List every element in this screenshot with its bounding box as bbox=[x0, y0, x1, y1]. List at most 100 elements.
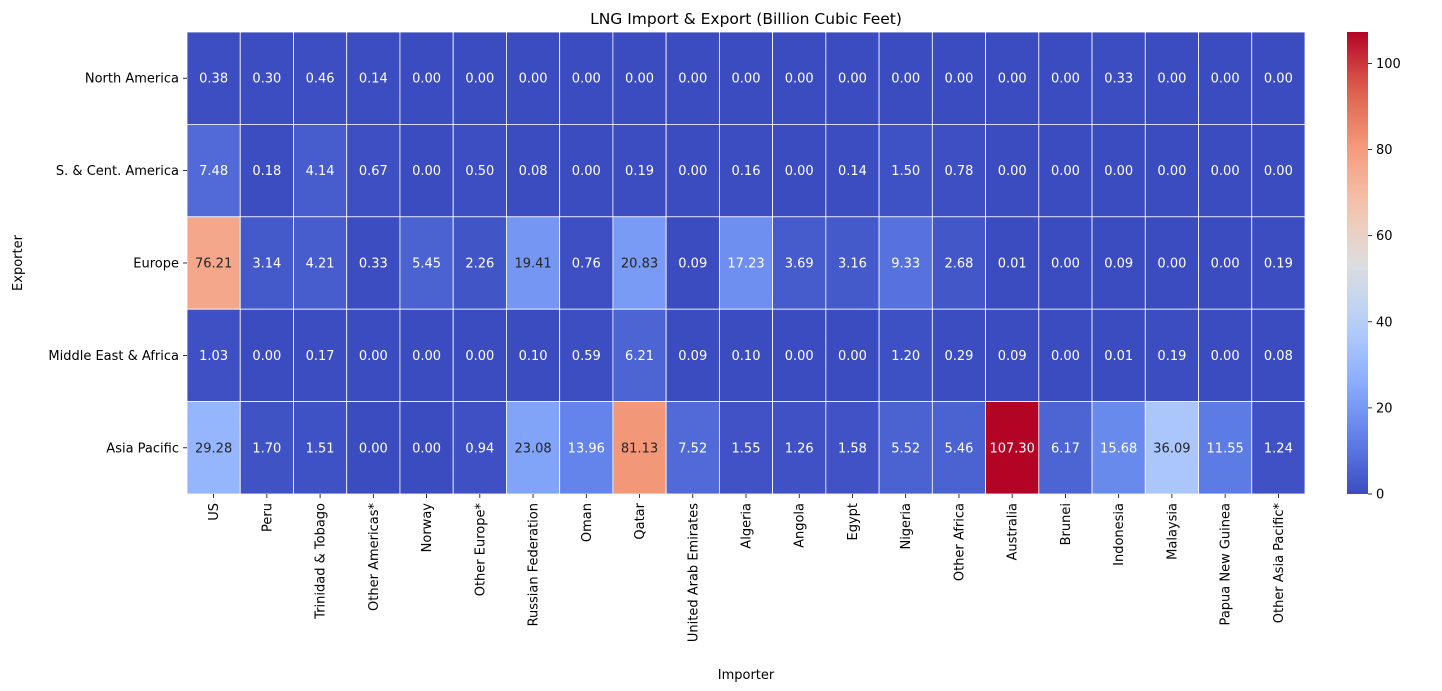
heatmap-cell bbox=[612, 308, 667, 403]
cell-value-label: 3.16 bbox=[838, 257, 867, 272]
heatmap-cell bbox=[1144, 124, 1199, 218]
heatmap-cell bbox=[186, 31, 241, 125]
cell-value-label: 6.21 bbox=[625, 349, 654, 364]
heatmap-cell bbox=[1038, 216, 1093, 310]
colorbar-gradient bbox=[1347, 32, 1368, 494]
cell-value-label: 0.00 bbox=[998, 72, 1027, 87]
heatmap-cell bbox=[506, 401, 561, 495]
cell-value-label: 13.96 bbox=[568, 441, 605, 456]
cell-value-label: 0.00 bbox=[412, 72, 441, 87]
cell-value-label: 0.00 bbox=[785, 72, 814, 87]
cell-value-label: 0.00 bbox=[1051, 257, 1080, 272]
cell-value-label: 1.55 bbox=[732, 441, 761, 456]
heatmap-cell bbox=[293, 401, 348, 495]
cell-value-label: 0.00 bbox=[359, 349, 388, 364]
cell-value-label: 1.70 bbox=[252, 441, 281, 456]
heatmap-cell bbox=[346, 216, 401, 310]
cell-value-label: 0.16 bbox=[732, 164, 761, 179]
cell-value-label: 17.23 bbox=[727, 257, 764, 272]
column-label: United Arab Emirates bbox=[686, 503, 701, 642]
heatmap-cell bbox=[506, 308, 561, 403]
cell-value-label: 0.00 bbox=[1211, 349, 1240, 364]
column-label: Qatar bbox=[633, 502, 648, 539]
cell-value-label: 0.00 bbox=[785, 164, 814, 179]
heatmap-cell bbox=[452, 124, 507, 218]
heatmap-cell bbox=[878, 401, 933, 495]
heatmap-cell bbox=[293, 31, 348, 125]
row-label: Middle East & Africa bbox=[48, 349, 179, 364]
heatmap-cell bbox=[346, 31, 401, 125]
cell-value-label: 15.68 bbox=[1100, 441, 1137, 456]
cell-value-label: 3.14 bbox=[252, 257, 281, 272]
heatmap-cell bbox=[559, 401, 614, 495]
cell-value-label: 5.46 bbox=[944, 441, 973, 456]
cell-value-label: 0.01 bbox=[998, 257, 1027, 272]
column-label: US bbox=[207, 503, 222, 521]
row-labels: North America S. & Cent. America Europe Mid… bbox=[48, 72, 187, 456]
cell-value-label: 0.00 bbox=[412, 349, 441, 364]
cell-value-label: 5.45 bbox=[412, 257, 441, 272]
cell-value-label: 7.52 bbox=[678, 441, 707, 456]
cell-value-label: 0.09 bbox=[1104, 257, 1133, 272]
heatmap-cell bbox=[293, 216, 348, 310]
cell-value-label: 0.00 bbox=[1211, 257, 1240, 272]
cell-value-label: 0.00 bbox=[1051, 72, 1080, 87]
heatmap-cell bbox=[1144, 401, 1199, 495]
cell-value-label: 0.50 bbox=[465, 164, 494, 179]
cell-value-label: 0.00 bbox=[412, 164, 441, 179]
cell-value-label: 0.09 bbox=[678, 257, 707, 272]
heatmap-cell bbox=[825, 31, 880, 125]
cell-value-label: 23.08 bbox=[514, 441, 551, 456]
cell-value-label: 0.00 bbox=[625, 72, 654, 87]
cell-value-label: 0.14 bbox=[838, 164, 867, 179]
cell-value-label: 0.00 bbox=[1264, 72, 1293, 87]
column-label: Other Europe* bbox=[473, 503, 488, 597]
heatmap-cell bbox=[1091, 31, 1146, 125]
cell-value-label: 0.00 bbox=[1211, 164, 1240, 179]
row-label: Asia Pacific bbox=[106, 441, 179, 456]
heatmap-cell bbox=[1251, 31, 1306, 125]
cell-value-label: 0.09 bbox=[998, 349, 1027, 364]
heatmap-cell bbox=[985, 401, 1040, 495]
heatmap-cell bbox=[985, 31, 1040, 125]
column-label: Australia bbox=[1006, 503, 1021, 561]
heatmap-cell bbox=[452, 216, 507, 310]
heatmap-cell bbox=[239, 401, 294, 495]
heatmap-cell bbox=[772, 308, 827, 403]
heatmap-cell bbox=[931, 401, 986, 495]
cell-value-label: 0.00 bbox=[785, 349, 814, 364]
heatmap-cell bbox=[1144, 308, 1199, 403]
cell-value-label: 107.30 bbox=[989, 441, 1035, 456]
cell-value-label: 0.00 bbox=[678, 164, 707, 179]
cell-value-label: 0.00 bbox=[572, 164, 601, 179]
cell-value-label: 1.20 bbox=[891, 349, 920, 364]
cell-value-label: 1.26 bbox=[785, 441, 814, 456]
heatmap-cell bbox=[1251, 308, 1306, 403]
heatmap-cell bbox=[399, 216, 454, 310]
cell-value-label: 81.13 bbox=[621, 441, 658, 456]
cell-value-label: 0.00 bbox=[1157, 257, 1186, 272]
heatmap-cell bbox=[665, 308, 720, 403]
cell-value-label: 0.78 bbox=[944, 164, 973, 179]
heatmap-cell bbox=[1144, 216, 1199, 310]
column-label: Oman bbox=[580, 503, 595, 542]
heatmap-cell bbox=[772, 216, 827, 310]
cell-value-label: 0.76 bbox=[572, 257, 601, 272]
cell-value-label: 0.10 bbox=[519, 349, 548, 364]
column-labels: US Peru Trinidad & Tobago Other Americas* No… bbox=[207, 494, 1287, 642]
heatmap-cell bbox=[665, 401, 720, 495]
cell-value-label: 36.09 bbox=[1153, 441, 1190, 456]
cell-value-label: 7.48 bbox=[199, 164, 228, 179]
cell-value-label: 0.19 bbox=[1157, 349, 1186, 364]
cell-value-label: 1.24 bbox=[1264, 441, 1293, 456]
column-label: Russian Federation bbox=[527, 503, 542, 626]
cell-value-label: 0.67 bbox=[359, 164, 388, 179]
heatmap-cell bbox=[506, 124, 561, 218]
column-label: Algeria bbox=[740, 503, 755, 549]
cell-value-label: 6.17 bbox=[1051, 441, 1080, 456]
heatmap-cell bbox=[1038, 31, 1093, 125]
colorbar-tick-label: 0 bbox=[1376, 488, 1384, 503]
colorbar-tick-label: 80 bbox=[1376, 143, 1393, 158]
cell-value-label: 0.10 bbox=[732, 349, 761, 364]
cell-value-label: 0.00 bbox=[838, 349, 867, 364]
